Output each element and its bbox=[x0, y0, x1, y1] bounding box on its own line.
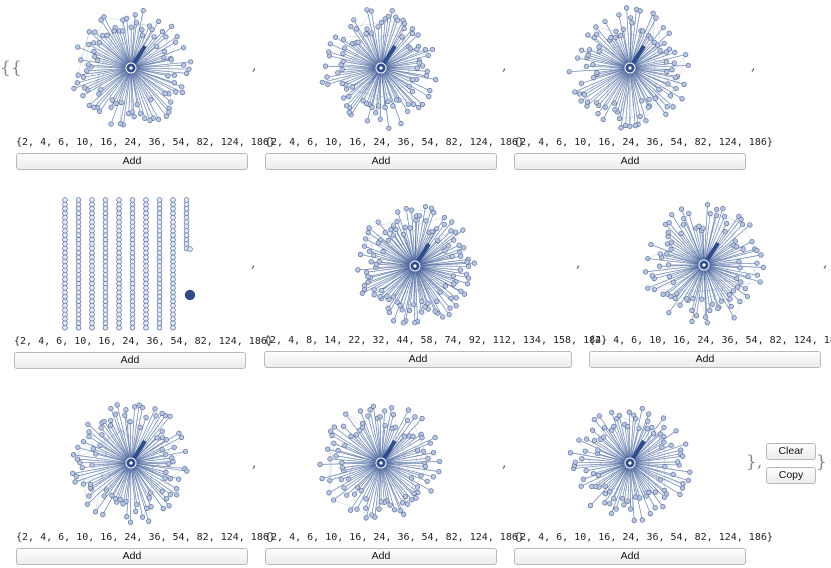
separator-comma: , bbox=[576, 255, 581, 271]
separator-comma: , bbox=[252, 58, 257, 74]
sequence-label-5: {2, 4, 8, 14, 22, 32, 44, 58, 74, 92, 11… bbox=[264, 335, 608, 346]
add-button-2[interactable]: Add bbox=[265, 153, 497, 170]
sequence-label-8: {2, 4, 6, 10, 16, 24, 36, 54, 82, 124, 1… bbox=[265, 532, 524, 543]
sequence-label-6: {2, 4, 6, 10, 16, 24, 36, 54, 82, 124, 1… bbox=[589, 335, 831, 346]
sequence-label-1: {2, 4, 6, 10, 16, 24, 36, 54, 82, 124, 1… bbox=[16, 137, 275, 148]
sequence-label-4: {2, 4, 6, 10, 16, 24, 36, 54, 82, 124, 1… bbox=[14, 336, 273, 347]
list-open-brackets: {{ bbox=[0, 58, 22, 78]
separator-comma: , bbox=[502, 58, 507, 74]
separator-comma: , bbox=[251, 255, 256, 271]
add-button-6[interactable]: Add bbox=[589, 351, 821, 368]
copy-button[interactable]: Copy bbox=[766, 467, 816, 484]
graph-plot-8 bbox=[317, 403, 443, 521]
clear-button[interactable]: Clear bbox=[766, 443, 816, 460]
add-button-3[interactable]: Add bbox=[514, 153, 746, 170]
add-button-9[interactable]: Add bbox=[514, 548, 746, 565]
separator-comma: , bbox=[823, 255, 828, 271]
graph-plot-2 bbox=[319, 7, 439, 131]
graph-plot-6 bbox=[642, 202, 766, 326]
add-button-4[interactable]: Add bbox=[14, 352, 246, 369]
separator-comma: , bbox=[252, 455, 257, 471]
add-button-5[interactable]: Add bbox=[264, 351, 572, 368]
separator-comma: , bbox=[751, 58, 756, 74]
graph-plot-5 bbox=[355, 203, 477, 326]
sequence-label-7: {2, 4, 6, 10, 16, 24, 36, 54, 82, 124, 1… bbox=[16, 532, 275, 543]
add-button-7[interactable]: Add bbox=[16, 548, 248, 565]
graph-plot-4 bbox=[62, 197, 196, 331]
graph-plot-1 bbox=[71, 7, 194, 128]
add-button-8[interactable]: Add bbox=[265, 548, 497, 565]
graph-plot-7 bbox=[70, 402, 190, 525]
add-button-1[interactable]: Add bbox=[16, 153, 248, 170]
list-close-brace: }, bbox=[746, 452, 763, 472]
sequence-label-2: {2, 4, 6, 10, 16, 24, 36, 54, 82, 124, 1… bbox=[265, 137, 524, 148]
graph-plot-3 bbox=[566, 5, 691, 131]
sequence-label-9: {2, 4, 6, 10, 16, 24, 36, 54, 82, 124, 1… bbox=[514, 532, 773, 543]
outer-close-brace: } bbox=[816, 452, 827, 472]
graph-plot-9 bbox=[567, 405, 693, 524]
sequence-label-3: {2, 4, 6, 10, 16, 24, 36, 54, 82, 124, 1… bbox=[514, 137, 773, 148]
separator-comma: , bbox=[502, 455, 507, 471]
